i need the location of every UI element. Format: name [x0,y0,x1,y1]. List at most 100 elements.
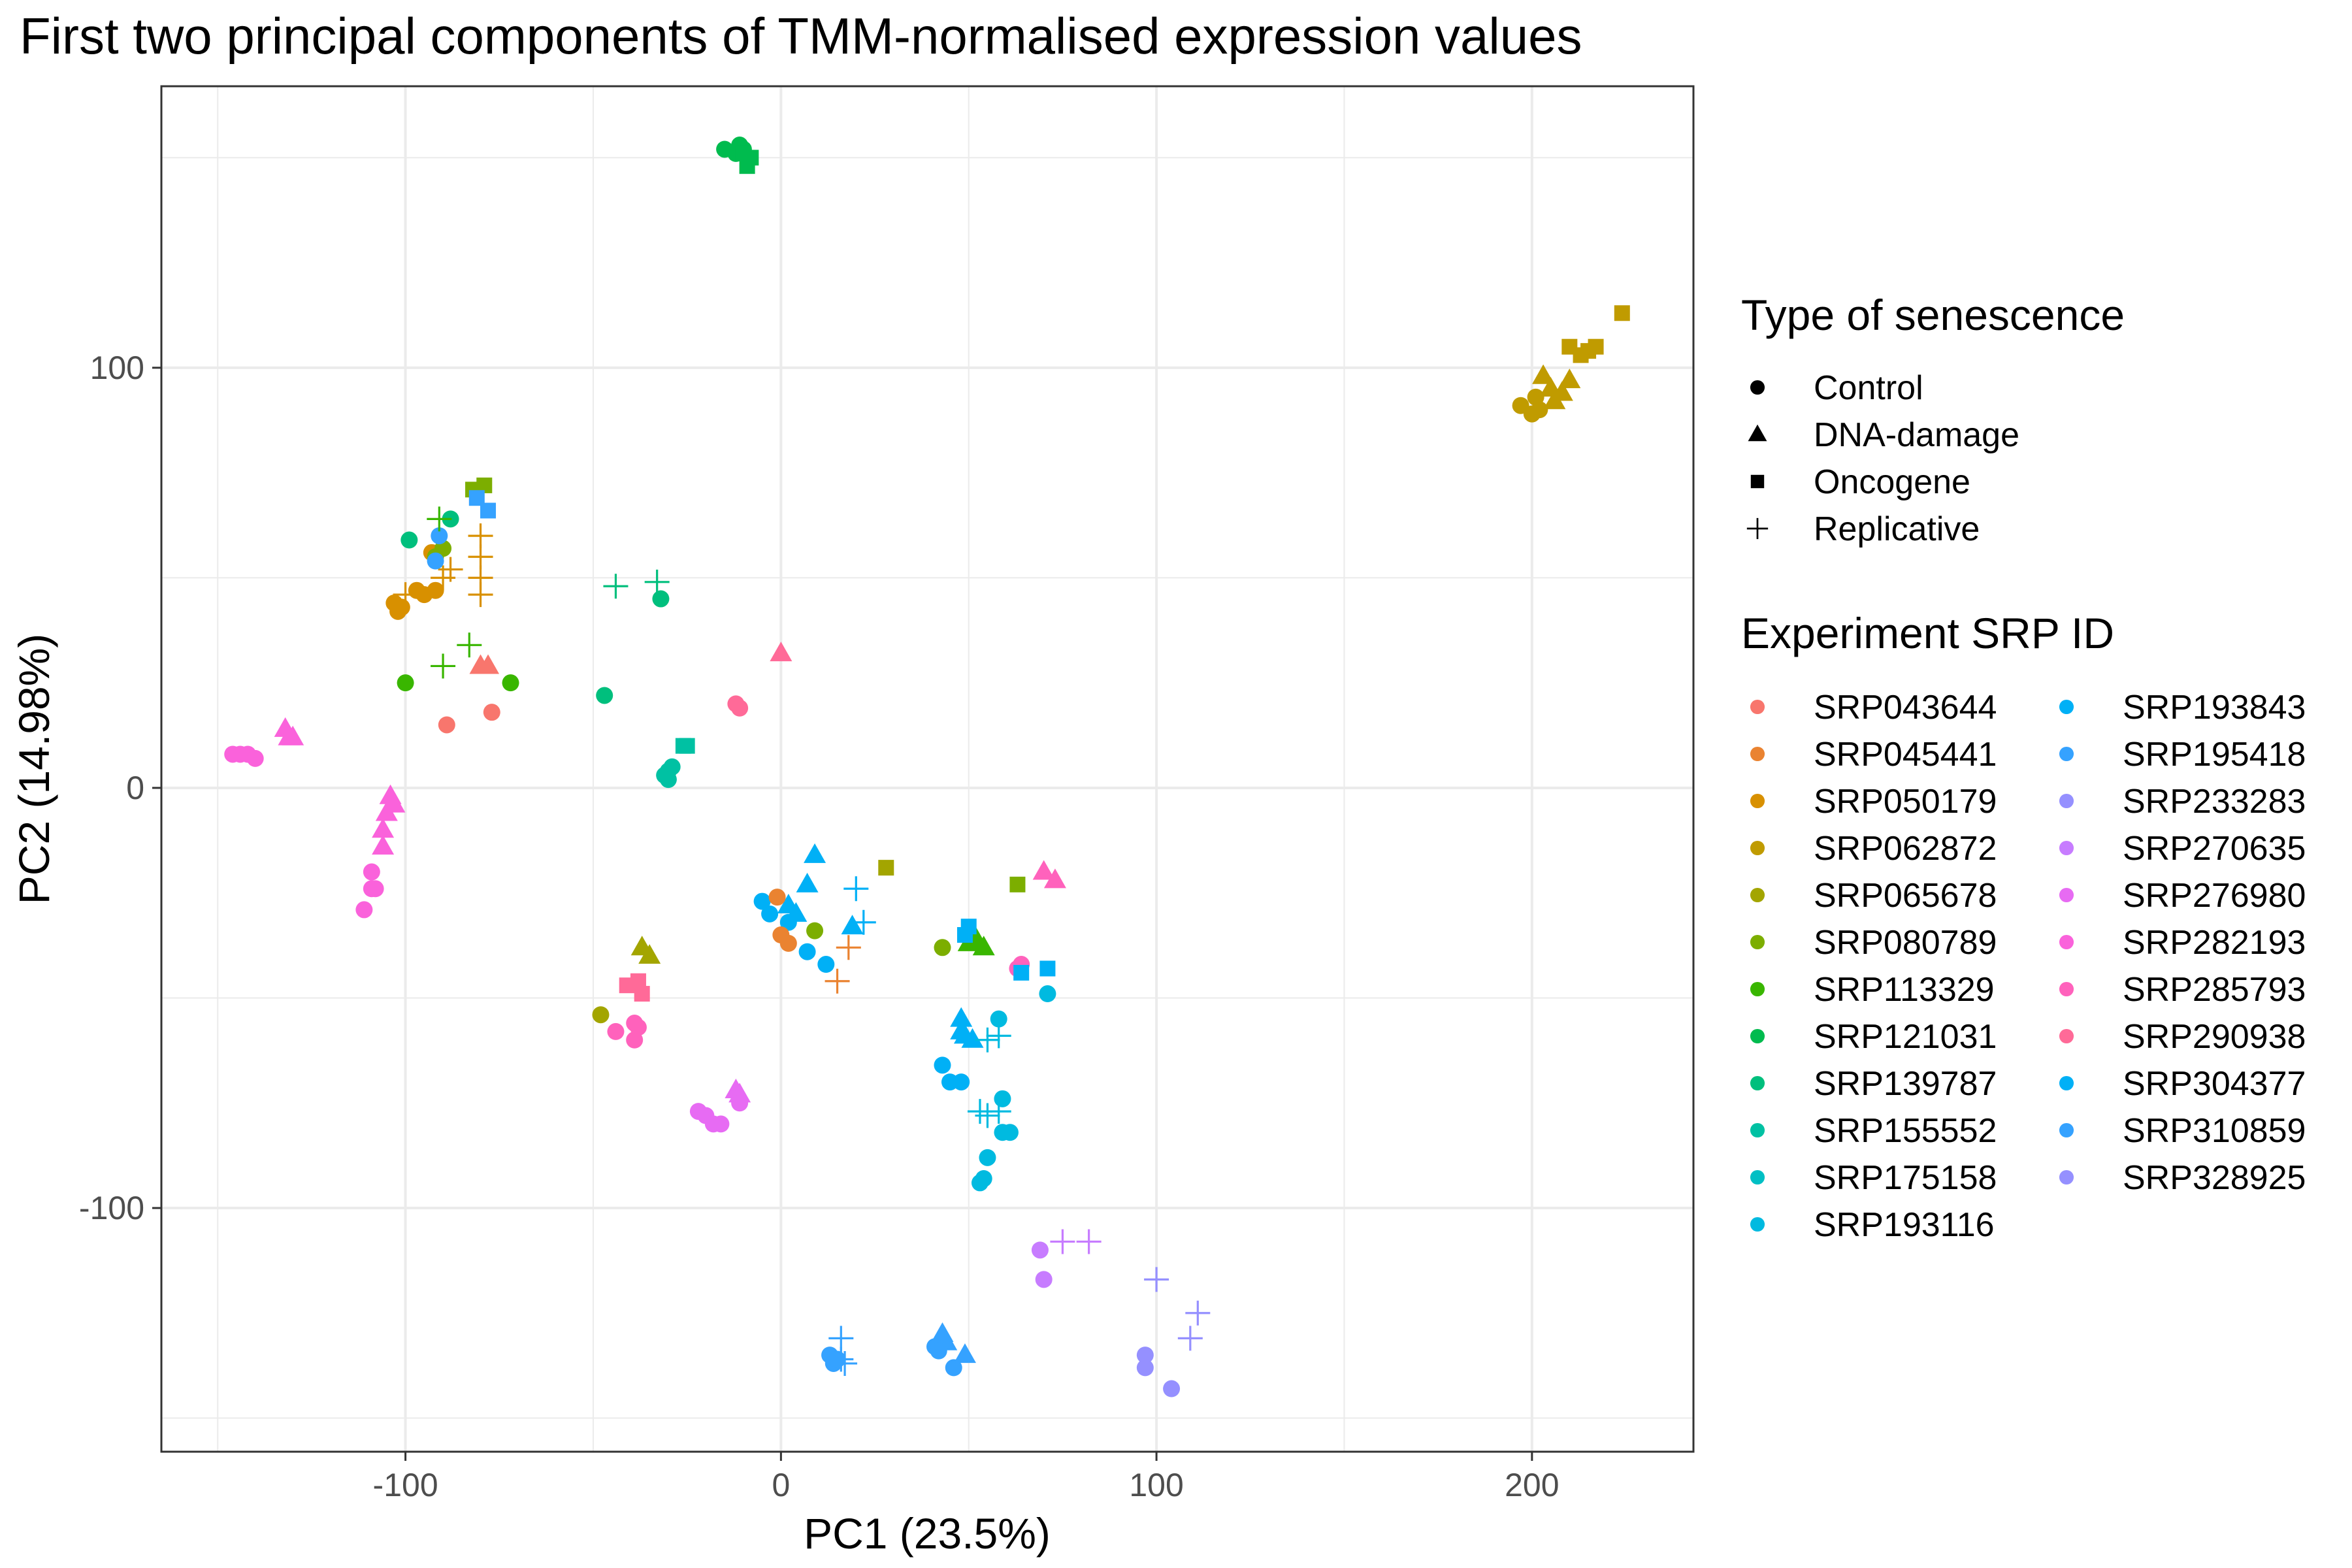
axis-ticks: -100 0 100 200 -100 0 100 [79,350,1560,1503]
color-legend-item: SRP233283 [2059,783,2306,821]
legend-color-swatch [1750,887,1765,903]
data-point-circle [731,699,749,717]
data-point-circle [626,1031,644,1049]
data-point-circle [397,674,414,692]
shape-legend-title: Type of senescence [1741,291,2125,339]
data-point-circle [979,1149,996,1166]
color-legend-label: SRP155552 [1814,1112,1997,1150]
legend-color-swatch [1750,746,1765,762]
data-point-circle [1001,1124,1019,1141]
color-legend-label: SRP195418 [2123,736,2306,774]
color-legend-item: SRP175158 [1750,1159,1997,1197]
color-legend-item: SRP270635 [2059,830,2306,868]
color-legend-label: SRP043644 [1814,689,1997,727]
data-point-triangle [796,872,819,892]
legend-color-swatch [2059,1122,2074,1138]
data-point-triangle [785,902,808,922]
legend-color-swatch [2059,699,2074,715]
data-point-triangle [477,654,500,674]
color-legend-label: SRP045441 [1814,736,1997,774]
data-point-plus [825,968,850,994]
data-point-circle [779,934,797,952]
shape-legend-label: Oncogene [1814,463,1970,501]
data-point-plus [975,1027,1000,1053]
color-legend-label: SRP276980 [2123,877,2306,915]
legend-color-swatch [2059,934,2074,950]
color-legend-item: SRP050179 [1750,783,1997,821]
data-point-plus [431,653,456,679]
color-legend-label: SRP121031 [1814,1018,1997,1056]
color-legend-item: SRP304377 [2059,1065,2306,1103]
chart-title: First two principal components of TMM-no… [20,7,1582,65]
color-legend-label: SRP285793 [2123,971,2306,1009]
legend-color-swatch [2059,793,2074,809]
data-point-triangle [804,843,826,863]
data-point-plus [468,582,493,608]
legend-color-swatch [1750,1217,1765,1232]
data-point-circle [768,889,786,906]
data-point-circle [828,1350,846,1368]
data-point-triangle [841,915,864,935]
color-legend-label: SRP290938 [2123,1018,2306,1056]
color-legend-item: SRP328925 [2059,1159,2306,1197]
color-legend-item: SRP193843 [2059,689,2306,727]
x-tick-label: 100 [1129,1467,1183,1503]
legend-color-swatch [2059,887,2074,903]
legend-color-swatch [2059,746,2074,762]
plot-area: -100 0 100 200 -100 0 100 [79,85,1695,1503]
data-point-circle [798,943,816,960]
data-point-circle [971,1174,988,1192]
data-point-circle [1039,985,1056,1003]
shape-legend-item: DNA-damage [1748,416,2019,454]
data-point-circle [934,1056,951,1074]
data-point-square [735,145,751,161]
data-point-circle [367,880,384,898]
data-point-circle [596,687,613,704]
data-point-plus [843,876,869,902]
data-point-circle [1031,1241,1049,1259]
color-legend-label: SRP175158 [1814,1159,1997,1197]
data-point-plus [1076,1229,1102,1254]
legend-color-swatch [1750,793,1765,809]
data-point-square [480,502,497,519]
x-tick-label: 200 [1505,1467,1559,1503]
color-legend-item: SRP155552 [1750,1112,1997,1150]
data-point-circle [1531,401,1548,419]
data-point-plus [438,557,463,582]
data-point-circle [994,1090,1011,1107]
data-point-plus [836,935,861,960]
data-point-circle [945,1359,962,1377]
data-point-plus [427,506,452,532]
data-point-square [679,738,695,754]
legend-color-swatch [2059,840,2074,856]
color-legend-label: SRP193116 [1814,1206,1995,1244]
color-legend-item: SRP121031 [1750,1018,1997,1056]
color-legend-label: SRP282193 [2123,924,2306,962]
data-point-square [878,860,894,876]
legend-key-plus [1746,517,1769,540]
legend-color-swatch [2059,1028,2074,1044]
color-legend-item: SRP193116 [1750,1206,1995,1244]
data-point-circle [246,749,264,767]
shape-legend-item: Replicative [1746,510,1980,548]
data-point-plus [644,569,670,595]
data-point-circle [806,922,824,939]
legend-color-swatch [1750,981,1765,997]
color-legend-label: SRP062872 [1814,830,1997,868]
color-legend-label: SRP310859 [2123,1112,2306,1150]
data-point-circle [393,598,410,616]
data-point-circle [592,1006,610,1024]
data-point-triangle [961,1028,984,1048]
data-point-circle [731,1094,749,1112]
shape-legend-item: Oncogene [1750,463,1970,501]
color-legend-item: SRP113329 [1750,971,1995,1009]
data-point-circle [607,1022,625,1040]
y-tick-label: 100 [90,350,144,386]
legend-color-swatch [1750,1075,1765,1091]
data-point-triangle [372,834,395,855]
data-point-square [960,919,977,935]
data-point-circle [659,771,677,789]
color-legend-item: SRP285793 [2059,971,2306,1009]
data-point-circle [990,1010,1007,1028]
